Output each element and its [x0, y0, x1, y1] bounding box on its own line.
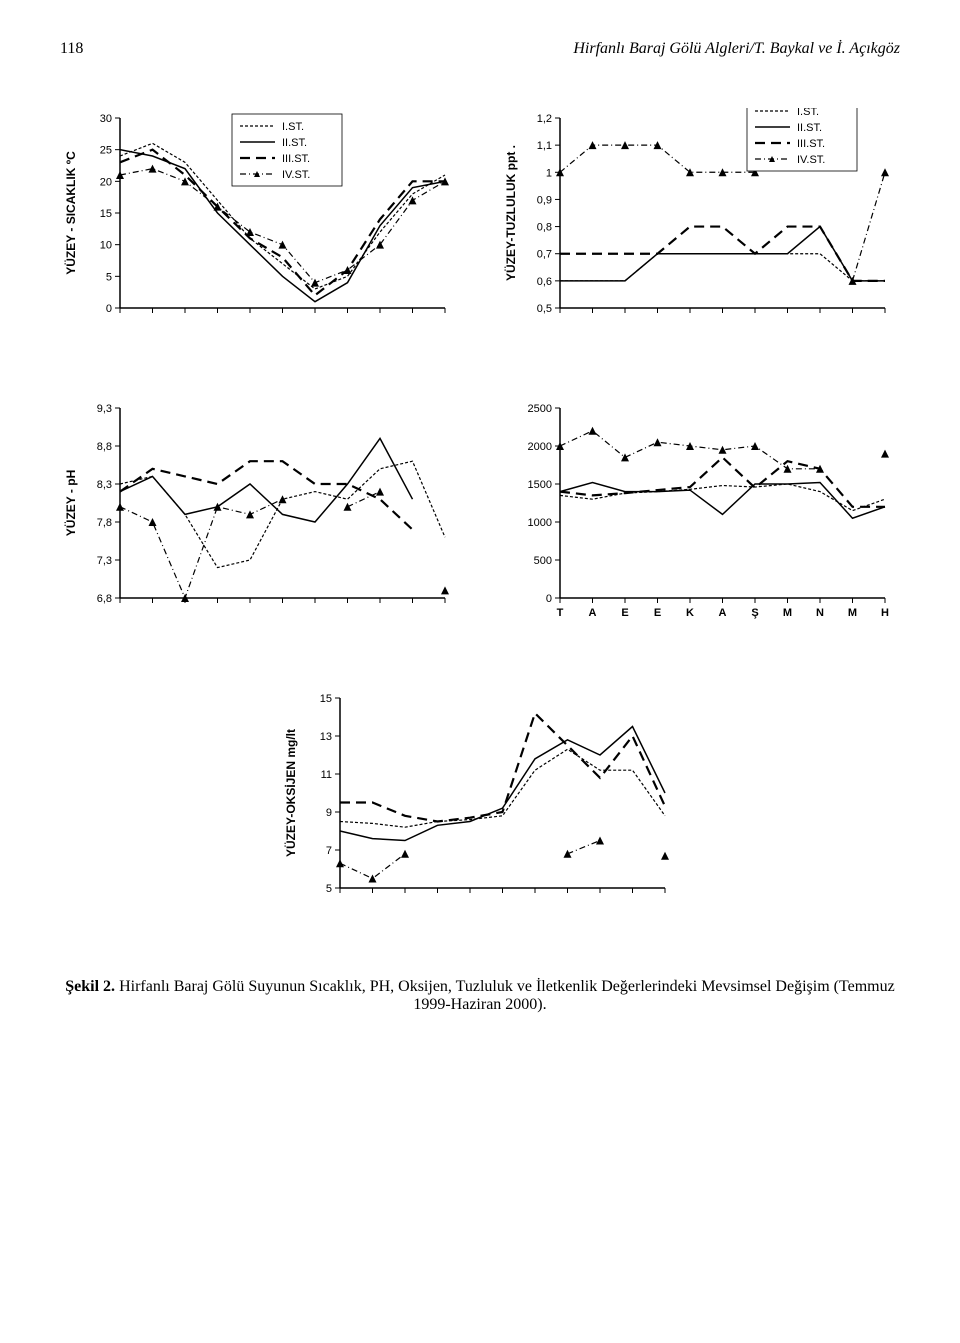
svg-text:YÜZEY-TUZLULUK ppt .: YÜZEY-TUZLULUK ppt .: [503, 145, 518, 281]
page-number: 118: [60, 40, 83, 58]
svg-text:II.ST.: II.ST.: [282, 137, 307, 149]
chart-row-1: 0 5 10 15 20 25 30 YÜZEY - SICAKLIK ºC I.ST. II.S…: [60, 108, 900, 338]
header-title: Hirfanlı Baraj Gölü Algleri/T. Baykal ve…: [573, 40, 900, 58]
svg-text:YÜZEY-OKSİJEN mg/lt: YÜZEY-OKSİJEN mg/lt: [283, 729, 298, 857]
svg-text:7: 7: [326, 845, 332, 857]
svg-text:N: N: [816, 607, 824, 619]
svg-text:0,6: 0,6: [537, 276, 552, 288]
svg-text:Ş: Ş: [751, 607, 758, 619]
chart-oxygen: 5 7 9 11 13 15 YÜZEY-OKSİJEN mg/lt: [280, 688, 680, 918]
svg-text:I.ST.: I.ST.: [282, 121, 304, 133]
svg-text:0,7: 0,7: [537, 249, 552, 261]
svg-text:A: A: [589, 607, 597, 619]
svg-text:0,5: 0,5: [537, 303, 552, 315]
svg-text:9,3: 9,3: [97, 403, 112, 415]
page-header: 118 Hirfanlı Baraj Gölü Algleri/T. Bayka…: [60, 40, 900, 58]
svg-text:8,8: 8,8: [97, 441, 112, 453]
svg-text:YÜZEY - pH: YÜZEY - pH: [63, 470, 78, 536]
svg-text:6,8: 6,8: [97, 593, 112, 605]
svg-text:15: 15: [320, 693, 332, 705]
svg-text:III.ST.: III.ST.: [282, 153, 310, 165]
svg-text:III.ST.: III.ST.: [797, 138, 825, 150]
svg-text:E: E: [621, 607, 628, 619]
svg-text:YÜZEY - SICAKLIK ºC: YÜZEY - SICAKLIK ºC: [63, 151, 78, 275]
svg-text:25: 25: [100, 145, 112, 157]
svg-text:10: 10: [100, 240, 112, 252]
chart-ph: 6,8 7,3 7,8 8,3 8,8 9,3 YÜZEY - pH: [60, 398, 460, 628]
svg-text:IV.ST.: IV.ST.: [282, 169, 310, 181]
svg-text:1,1: 1,1: [537, 140, 552, 152]
svg-text:E: E: [654, 607, 661, 619]
svg-text:H: H: [881, 607, 889, 619]
svg-text:1: 1: [546, 167, 552, 179]
svg-text:T: T: [557, 607, 564, 619]
svg-text:0,9: 0,9: [537, 194, 552, 206]
svg-text:II.ST.: II.ST.: [797, 122, 822, 134]
svg-text:K: K: [686, 607, 694, 619]
svg-text:8,3: 8,3: [97, 479, 112, 491]
svg-text:2500: 2500: [528, 403, 552, 415]
svg-text:2000: 2000: [528, 441, 552, 453]
svg-text:11: 11: [321, 769, 332, 781]
svg-text:A: A: [719, 607, 727, 619]
svg-text:1000: 1000: [528, 517, 552, 529]
svg-text:0,8: 0,8: [537, 222, 552, 234]
figure-caption: Şekil 2. Hirfanlı Baraj Gölü Suyunun Sıc…: [60, 978, 900, 1014]
svg-text:20: 20: [100, 176, 112, 188]
svg-text:7,3: 7,3: [97, 555, 112, 567]
svg-text:5: 5: [106, 271, 112, 283]
chart-temperature: 0 5 10 15 20 25 30 YÜZEY - SICAKLIK ºC I.ST. II.S…: [60, 108, 460, 338]
caption-text: Hirfanlı Baraj Gölü Suyunun Sıcaklık, PH…: [115, 978, 895, 1013]
svg-text:M: M: [848, 607, 857, 619]
caption-label: Şekil 2.: [65, 978, 115, 995]
svg-text:9: 9: [326, 807, 332, 819]
svg-text:7,8: 7,8: [97, 517, 112, 529]
chart-row-2: 6,8 7,3 7,8 8,3 8,8 9,3 YÜZEY - pH 0 500 1000 150…: [60, 398, 900, 628]
svg-text:M: M: [783, 607, 792, 619]
svg-text:1,2: 1,2: [537, 113, 552, 125]
svg-text:IV.ST.: IV.ST.: [797, 154, 825, 166]
svg-text:5: 5: [326, 883, 332, 895]
svg-text:500: 500: [534, 555, 552, 567]
svg-text:I.ST.: I.ST.: [797, 108, 819, 118]
svg-text:13: 13: [320, 731, 332, 743]
svg-text:0: 0: [106, 303, 112, 315]
chart-conductivity: 0 500 1000 1500 2000 2500 T A E E K A Ş M N M H: [500, 398, 900, 628]
svg-text:30: 30: [100, 113, 112, 125]
svg-text:15: 15: [100, 208, 112, 220]
svg-text:1500: 1500: [528, 479, 552, 491]
svg-text:0: 0: [546, 593, 552, 605]
chart-salinity: 0,5 0,6 0,7 0,8 0,9 1 1,1 1,2 YÜZEY-TUZLULUK ppt…: [500, 108, 900, 338]
